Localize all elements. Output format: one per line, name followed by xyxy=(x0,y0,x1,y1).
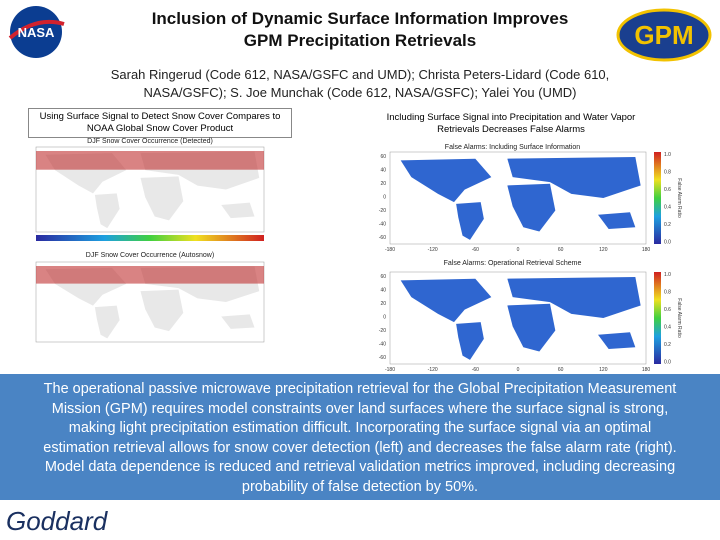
lat-tick-label: -60 xyxy=(379,235,386,241)
right-caption: Including Surface Signal into Precipitat… xyxy=(380,110,642,138)
maps: 1.0 0.8 0.6 0.4 0.2 0.0 False Alarm Ratio -180 -… xyxy=(35,146,682,373)
left-caption: Using Surface Signal to Detect Snow Cove… xyxy=(28,108,292,138)
colorbar-tick-label: 0.8 xyxy=(664,290,671,296)
colorbar-tick-label: 0.2 xyxy=(664,222,671,228)
colorbar-tick-label: 1.0 xyxy=(664,272,671,278)
lat-tick-label: 0 xyxy=(383,195,386,201)
lat-tick-label: 20 xyxy=(380,301,386,307)
lon-tick-label: -120 xyxy=(428,367,438,373)
panel-title: False Alarms: Operational Retrieval Sche… xyxy=(443,260,582,267)
lat-tick-label: 20 xyxy=(380,181,386,187)
lat-tick-label: 40 xyxy=(380,288,386,294)
lon-tick-label: -60 xyxy=(472,247,479,253)
authors: Sarah Ringerud (Code 612, NASA/GSFC and … xyxy=(110,67,610,100)
lat-tick-label: 60 xyxy=(380,274,386,280)
lon-tick-label: -180 xyxy=(385,367,395,373)
snow-band xyxy=(36,266,264,284)
gpm-logo: GPM xyxy=(616,8,712,62)
colorbar-tick-label: 0.0 xyxy=(664,240,671,246)
lon-tick-label: 0 xyxy=(517,367,520,373)
lon-tick-label: 60 xyxy=(558,367,564,373)
nasa-logo: NASA xyxy=(8,6,65,58)
colorbar xyxy=(654,152,661,244)
colorbar-tick-label: 0.8 xyxy=(664,170,671,176)
colorbar xyxy=(36,235,264,241)
title-line: GPM Precipitation Retrievals xyxy=(243,31,477,50)
colorbar-tick-label: 0.6 xyxy=(664,187,671,193)
panel-title: DJF Snow Cover Occurrence (Detected) xyxy=(87,138,213,145)
lon-tick-label: 60 xyxy=(558,247,564,253)
colorbar-tick-label: 0.2 xyxy=(664,342,671,348)
nasa-text: NASA xyxy=(18,25,55,40)
lon-tick-label: 180 xyxy=(642,367,651,373)
title-line: Inclusion of Dynamic Surface Information… xyxy=(151,9,569,28)
colorbar-label: False Alarm Ratio xyxy=(676,298,682,338)
snow-band xyxy=(36,151,264,170)
colorbar-tick-label: 0.6 xyxy=(664,307,671,313)
lat-tick-label: 40 xyxy=(380,168,386,174)
gpm-text: GPM xyxy=(634,20,693,50)
lat-tick-label: -40 xyxy=(379,342,386,348)
lat-tick-label: -60 xyxy=(379,355,386,361)
lon-tick-label: -120 xyxy=(428,247,438,253)
colorbar-tick-label: 0.4 xyxy=(664,205,671,211)
colorbar-label: False Alarm Ratio xyxy=(676,178,682,218)
goddard-text: Goddard xyxy=(6,506,109,536)
panel-title: False Alarms: Including Surface Informat… xyxy=(444,144,581,151)
panel-title: DJF Snow Cover Occurrence (Autosnow) xyxy=(85,252,215,259)
summary: The operational passive microwave precip… xyxy=(0,374,720,500)
lat-tick-label: 60 xyxy=(380,154,386,160)
colorbar-tick-label: 0.4 xyxy=(664,325,671,331)
lat-tick-label: -20 xyxy=(379,328,386,334)
title: Inclusion of Dynamic Surface Information… xyxy=(90,8,630,52)
lat-tick-label: -20 xyxy=(379,208,386,214)
lon-tick-label: -180 xyxy=(385,247,395,253)
lon-tick-label: 180 xyxy=(642,247,651,253)
lon-tick-label: 120 xyxy=(599,367,608,373)
lon-tick-label: -60 xyxy=(472,367,479,373)
colorbar xyxy=(654,272,661,364)
goddard-logo: Goddard xyxy=(6,506,109,536)
colorbar-tick-label: 1.0 xyxy=(664,152,671,158)
lat-tick-label: -40 xyxy=(379,222,386,228)
colorbar-tick-label: 0.0 xyxy=(664,360,671,366)
lon-tick-label: 0 xyxy=(517,247,520,253)
lat-tick-label: 0 xyxy=(383,315,386,321)
lon-tick-label: 120 xyxy=(599,247,608,253)
